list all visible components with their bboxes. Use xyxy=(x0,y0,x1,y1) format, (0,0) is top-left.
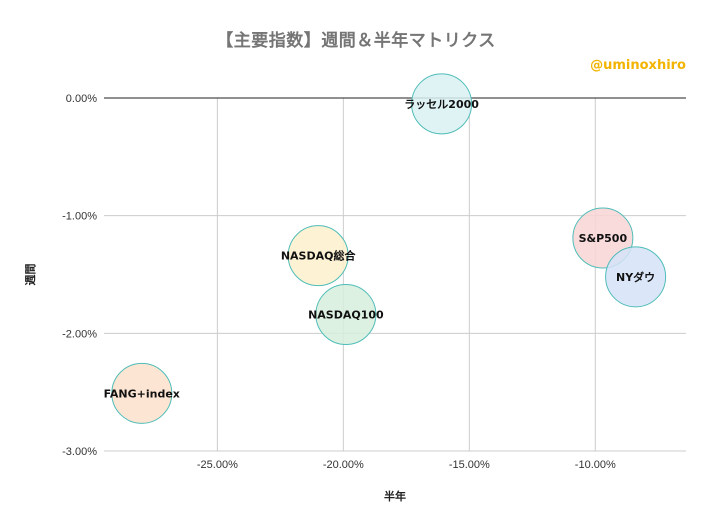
x-tick-label: -15.00% xyxy=(449,459,490,471)
bubble-label: NYダウ xyxy=(616,270,655,284)
bubble-label: FANG+index xyxy=(104,387,180,400)
x-tick-label: -25.00% xyxy=(197,459,238,471)
bubble-label: NASDAQ100 xyxy=(308,309,384,322)
bubble-circle xyxy=(287,225,349,287)
y-tick-label: -2.00% xyxy=(62,328,97,340)
x-tick-label: -20.00% xyxy=(323,459,364,471)
bubble-label: S&P500 xyxy=(579,232,628,245)
bubbles: ラッセル2000 S&P500 NYダウ NASDAQ総合 NASDAQ100 FANG+… xyxy=(104,73,667,424)
y-axis-ticks: 0.00% -1.00% -2.00% -3.00% xyxy=(62,93,97,458)
grid-lines xyxy=(104,97,686,452)
bubble-point[interactable]: NASDAQ100 xyxy=(308,284,384,346)
bubble-point[interactable]: NASDAQ総合 xyxy=(281,225,357,287)
x-axis-ticks: -25.00% -20.00% -15.00% -10.00% xyxy=(197,459,616,471)
y-axis-label: 週間 xyxy=(23,264,37,286)
bubble-circle xyxy=(411,73,473,135)
bubble-point[interactable]: ラッセル2000 xyxy=(404,73,479,135)
x-tick-label: -10.00% xyxy=(575,459,616,471)
bubble-label: NASDAQ総合 xyxy=(281,249,357,263)
bubble-point[interactable]: NYダウ xyxy=(605,246,667,308)
bubble-circle xyxy=(111,362,173,424)
bubble-circle xyxy=(315,284,377,346)
chart-title: 【主要指数】週間＆半年マトリクス xyxy=(216,31,496,51)
x-axis-label: 半年 xyxy=(384,489,406,503)
y-tick-label: -3.00% xyxy=(62,446,97,458)
bubble-label: ラッセル2000 xyxy=(404,98,479,111)
watermark-handle: @uminoxhiro xyxy=(590,58,686,73)
y-tick-label: 0.00% xyxy=(66,93,97,105)
bubble-circle xyxy=(605,246,667,308)
y-tick-label: -1.00% xyxy=(62,211,97,223)
bubble-point[interactable]: FANG+index xyxy=(104,362,180,424)
